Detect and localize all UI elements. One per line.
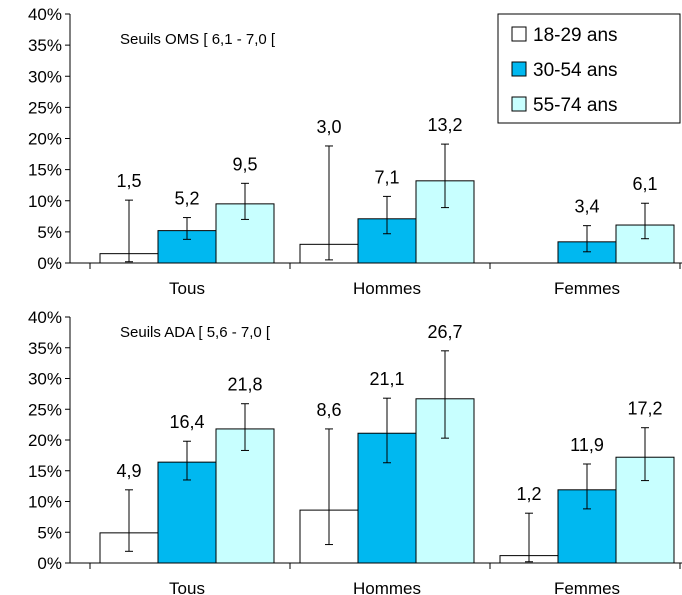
data-label: 17,2	[627, 399, 662, 419]
y-tick-label: 40%	[28, 308, 62, 327]
data-label: 6,1	[632, 174, 657, 194]
y-tick-label: 10%	[28, 192, 62, 211]
chart-annotation: Seuils ADA [ 5,6 - 7,0 [	[120, 324, 271, 341]
data-label: 11,9	[570, 435, 604, 455]
y-tick-label: 0%	[37, 554, 62, 573]
data-label: 16,4	[169, 412, 204, 432]
data-label: 4,9	[116, 461, 141, 481]
data-label: 21,1	[369, 369, 404, 389]
y-tick-label: 25%	[28, 400, 62, 419]
legend-box	[497, 13, 681, 124]
bar	[215, 428, 275, 564]
y-tick-label: 30%	[28, 370, 62, 389]
y-tick-label: 15%	[28, 462, 62, 481]
legend-swatch	[511, 26, 527, 42]
y-tick-label: 20%	[28, 431, 62, 450]
data-label: 21,8	[227, 375, 262, 395]
legend-swatch	[511, 61, 527, 77]
data-label: 5,2	[174, 189, 199, 209]
y-tick-label: 15%	[28, 161, 62, 180]
legend-label: 55-74 ans	[533, 95, 618, 116]
x-tick-label: Femmes	[554, 579, 620, 595]
y-tick-label: 0%	[37, 254, 62, 273]
x-tick-label: Hommes	[353, 579, 421, 595]
data-label: 8,6	[316, 400, 341, 420]
data-label: 7,1	[374, 167, 399, 187]
y-tick-label: 30%	[28, 67, 62, 86]
data-label: 9,5	[232, 154, 257, 174]
y-tick-label: 35%	[28, 339, 62, 358]
data-label: 13,2	[427, 115, 462, 135]
x-tick-label: Tous	[169, 579, 205, 595]
chart-panel-1: 0% 5% 10% 15% 20% 25% 30% 35% 40% Tous Hommes Femme…	[28, 5, 682, 298]
data-label: 1,5	[116, 171, 141, 191]
y-tick-label: 20%	[28, 130, 62, 149]
legend-label: 30-54 ans	[533, 60, 618, 81]
legend-swatch	[511, 96, 527, 112]
data-label: 1,2	[516, 484, 541, 504]
chart-annotation: Seuils OMS [ 6,1 - 7,0 [	[120, 31, 276, 48]
y-tick-label: 40%	[28, 5, 62, 24]
legend: 18-29 ans 30-54 ans 55-74 ans	[497, 13, 681, 124]
chart-panel-2: 0% 5% 10% 15% 20% 25% 30% 35% 40% Tous Hommes Femme…	[28, 308, 682, 595]
x-tick-label: Femmes	[554, 279, 620, 298]
y-tick-label: 25%	[28, 98, 62, 117]
data-label: 3,4	[574, 197, 599, 217]
data-label: 3,0	[316, 117, 341, 137]
x-tick-label: Tous	[169, 279, 205, 298]
y-tick-label: 35%	[28, 36, 62, 55]
y-tick-label: 5%	[37, 223, 62, 242]
legend-label: 18-29 ans	[533, 25, 618, 46]
y-tick-label: 10%	[28, 493, 62, 512]
x-tick-label: Hommes	[353, 279, 421, 298]
data-label: 26,7	[427, 322, 462, 342]
y-tick-label: 5%	[37, 523, 62, 542]
